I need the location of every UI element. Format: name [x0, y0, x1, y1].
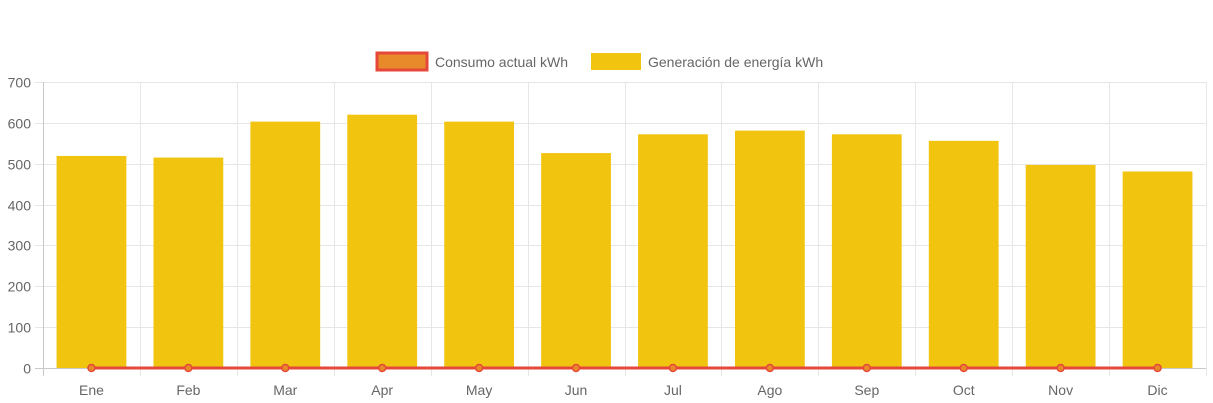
bar-jun — [541, 153, 611, 368]
x-tick-label: Nov — [1048, 382, 1073, 398]
x-tick-label: Jul — [664, 382, 682, 398]
point-sep — [862, 363, 872, 373]
point-jun — [571, 363, 581, 373]
y-tick-label: 700 — [8, 75, 32, 91]
bar-nov — [1025, 164, 1096, 368]
y-tick-label: 0 — [23, 361, 31, 377]
point-oct — [959, 363, 968, 373]
bar-feb — [153, 157, 224, 368]
grid-lines — [35, 82, 1207, 376]
legend-label-consumo[interactable]: Consumo actual kWh — [435, 54, 568, 70]
point-dic — [1153, 363, 1162, 373]
point-apr — [377, 363, 387, 373]
x-tick-label: Oct — [953, 382, 975, 398]
bar-sep — [831, 134, 902, 368]
point-jul — [668, 363, 678, 373]
x-tick-label: Jun — [565, 382, 588, 398]
y-tick-label: 600 — [8, 116, 32, 132]
bar-dic — [1122, 171, 1193, 368]
y-axis-ticks: 0 100 200 300 400 500 600 700 — [8, 75, 32, 377]
bar-ene — [56, 155, 127, 368]
consumption-line — [87, 363, 1162, 373]
point-nov — [1056, 363, 1065, 373]
point-mar — [281, 363, 290, 373]
legend: Consumo actual kWh Generación de energía… — [375, 51, 823, 72]
y-tick-label: 100 — [8, 320, 32, 336]
point-ene — [87, 363, 96, 373]
y-tick-label: 200 — [8, 279, 32, 295]
point-feb — [184, 363, 193, 373]
y-tick-label: 400 — [8, 198, 32, 214]
x-tick-label: Mar — [273, 382, 297, 398]
legend-swatch-generacion[interactable] — [591, 53, 641, 70]
x-tick-label: May — [466, 382, 492, 398]
bar-ago — [734, 130, 805, 368]
bar-may — [444, 121, 515, 368]
point-may — [474, 363, 484, 373]
y-tick-label: 300 — [8, 238, 32, 254]
point-ago — [765, 363, 775, 373]
x-tick-label: Ago — [757, 382, 782, 398]
x-axis-ticks: Ene Feb Mar Apr May Jun Jul Ago Sep Oct Nov Dic — [79, 382, 1168, 398]
generation-bars — [56, 114, 1193, 368]
legend-swatch-consumo[interactable] — [375, 51, 429, 72]
bar-jul — [638, 134, 708, 368]
bar-mar — [250, 121, 321, 368]
bar-oct — [928, 140, 999, 368]
bar-apr — [347, 114, 418, 368]
x-tick-label: Feb — [176, 382, 200, 398]
y-tick-label: 500 — [8, 157, 32, 173]
x-tick-label: Dic — [1147, 382, 1167, 398]
x-tick-label: Apr — [371, 382, 393, 398]
x-tick-label: Ene — [79, 382, 104, 398]
legend-label-generacion[interactable]: Generación de energía kWh — [648, 54, 823, 70]
x-tick-label: Sep — [854, 382, 879, 398]
